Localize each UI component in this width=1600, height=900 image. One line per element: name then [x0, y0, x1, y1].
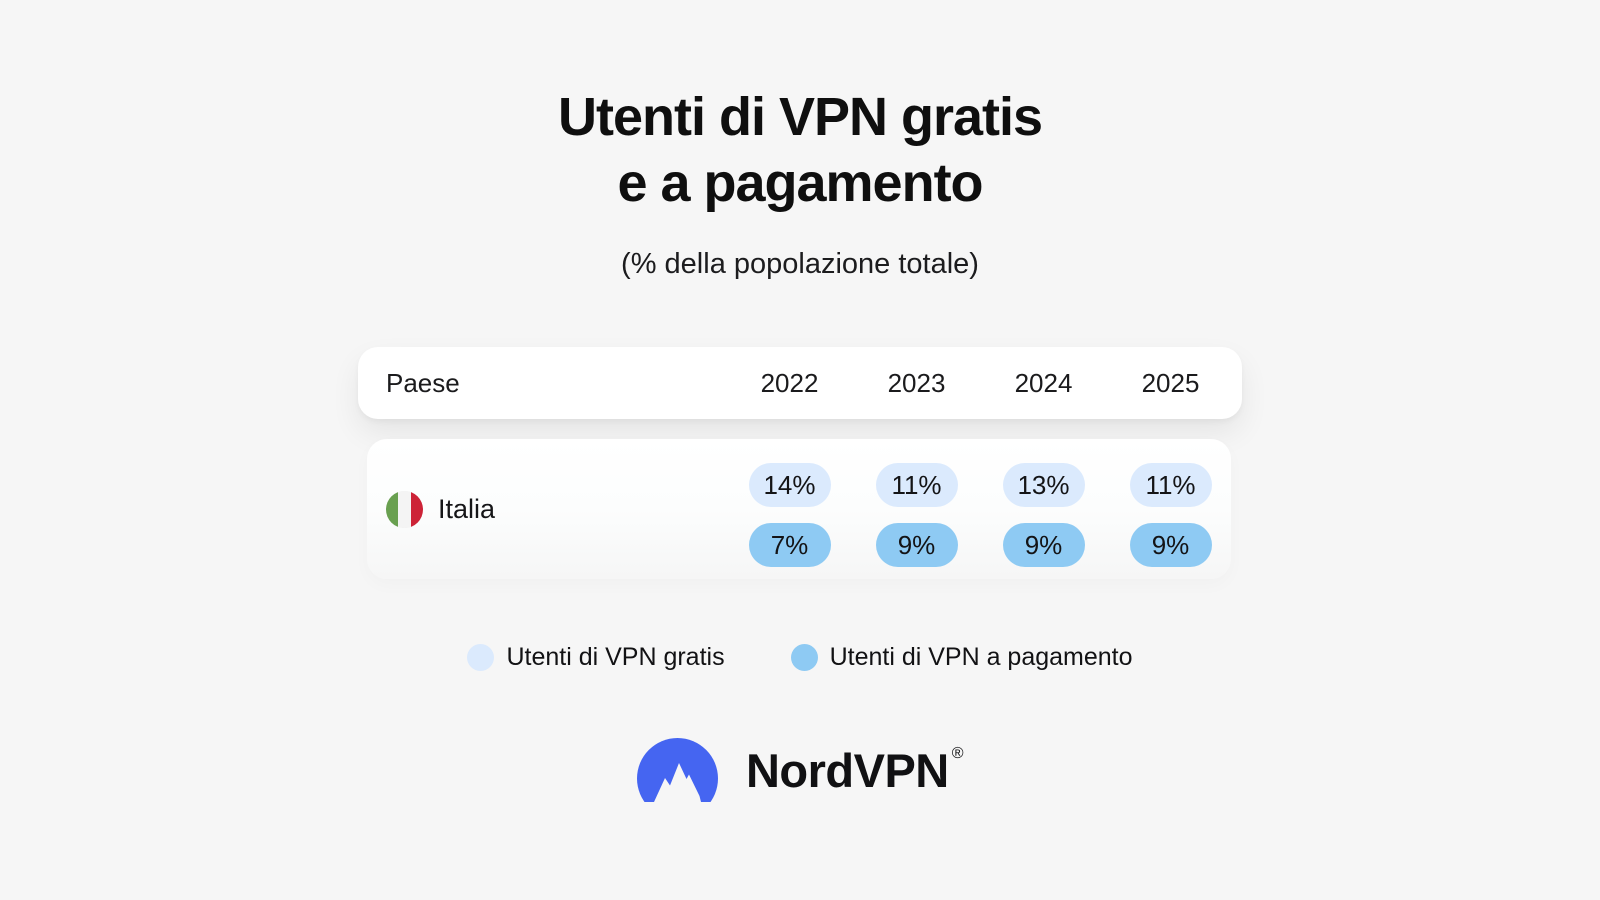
legend-item-paid: Utenti di VPN a pagamento	[790, 643, 1133, 672]
page-title: Utenti di VPN gratis e a pagamento	[0, 84, 1600, 216]
flag-white-stripe	[398, 490, 411, 528]
title-line-2: e a pagamento	[617, 153, 983, 213]
column-header-country: Paese	[386, 367, 460, 398]
paid-users-pill-2024: 9%	[1002, 523, 1085, 567]
vpn-usage-table: Paese 2022 2023 2024 2025 Italia 14%	[358, 347, 1242, 579]
paid-users-swatch-icon	[790, 644, 818, 671]
column-header-2025: 2025	[1141, 367, 1200, 398]
free-users-pill-2025: 11%	[1129, 463, 1212, 507]
flag-red-stripe	[410, 490, 423, 528]
paid-users-pill-2023: 9%	[875, 523, 958, 567]
column-header-2024: 2024	[1014, 367, 1073, 398]
free-users-pill-2024: 13%	[1002, 463, 1085, 507]
column-header-2023: 2023	[887, 367, 946, 398]
nordvpn-wordmark: NordVPN ®	[745, 743, 964, 798]
row-content: Italia 14% 7% 11% 9% 13% 9% 11% 9%	[358, 439, 1242, 579]
values-2025: 11% 9%	[1107, 439, 1234, 579]
table-header-row: Paese 2022 2023 2024 2025	[358, 347, 1242, 419]
legend-label-free: Utenti di VPN gratis	[506, 643, 725, 671]
paid-users-pill-2022: 7%	[748, 523, 831, 567]
registered-mark: ®	[951, 744, 964, 762]
legend: Utenti di VPN gratis Utenti di VPN a pag…	[0, 643, 1600, 672]
column-header-2022: 2022	[760, 367, 819, 398]
free-users-swatch-icon	[467, 644, 495, 671]
free-users-pill-2022: 14%	[748, 463, 831, 507]
values-2022: 14% 7%	[726, 439, 853, 579]
legend-label-paid: Utenti di VPN a pagamento	[829, 643, 1133, 671]
title-line-1: Utenti di VPN gratis	[557, 87, 1043, 147]
free-users-pill-2023: 11%	[875, 463, 958, 507]
country-cell: Italia	[386, 490, 726, 528]
italy-flag-icon	[386, 490, 423, 528]
country-name: Italia	[438, 493, 496, 524]
values-2023: 11% 9%	[853, 439, 980, 579]
brand-name: NordVPN	[745, 743, 949, 797]
values-2024: 13% 9%	[980, 439, 1107, 579]
flag-green-stripe	[386, 490, 399, 528]
paid-users-pill-2025: 9%	[1129, 523, 1212, 567]
legend-item-free: Utenti di VPN gratis	[467, 643, 725, 672]
page-subtitle: (% della popolazione totale)	[621, 248, 979, 280]
nordvpn-logo: NordVPN ®	[0, 738, 1600, 802]
table-row: Italia 14% 7% 11% 9% 13% 9% 11% 9%	[358, 439, 1242, 579]
nordvpn-mountain-icon	[636, 738, 718, 802]
